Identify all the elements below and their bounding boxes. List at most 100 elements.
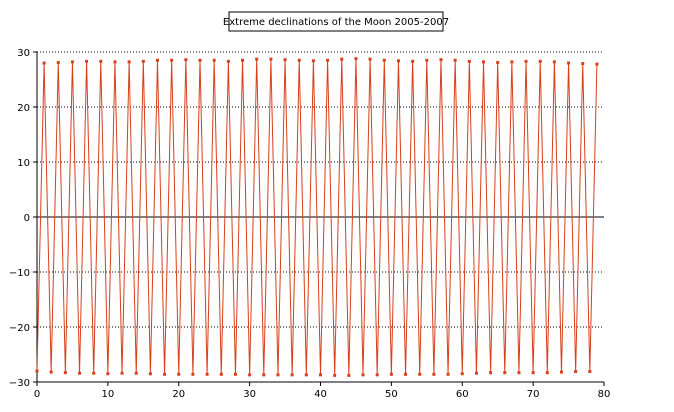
data-point <box>56 60 60 64</box>
data-point <box>382 58 386 62</box>
x-tick-label: 20 <box>172 389 185 400</box>
y-tick-label: 30 <box>17 48 30 59</box>
data-point <box>567 61 571 65</box>
data-point <box>177 372 181 376</box>
data-point <box>241 58 245 62</box>
data-point <box>198 58 202 62</box>
data-point <box>396 59 400 63</box>
y-tick-label: 10 <box>17 158 30 169</box>
data-point <box>340 57 344 61</box>
data-point <box>155 58 159 62</box>
data-point <box>474 371 478 375</box>
x-tick-label: 50 <box>385 389 398 400</box>
data-point <box>467 59 471 63</box>
data-point <box>311 59 315 63</box>
x-tick-label: 0 <box>34 389 40 400</box>
data-point <box>49 370 53 374</box>
data-point <box>545 371 549 375</box>
data-point <box>326 58 330 62</box>
data-point <box>411 59 415 63</box>
tick-labels: −30 −20 −10 0 10 20 30 0 10 20 30 40 50 60 70 80 <box>9 48 610 400</box>
data-point <box>304 373 308 377</box>
x-tick-label: 10 <box>102 389 115 400</box>
chart-title-box: Extreme declinations of the Moon 2005-20… <box>223 11 449 32</box>
data-point <box>205 372 209 376</box>
data-point <box>552 60 556 64</box>
data-point <box>297 58 301 62</box>
data-point <box>595 62 599 66</box>
x-tick-label: 40 <box>314 389 327 400</box>
data-point <box>460 372 464 376</box>
data-point <box>226 59 230 63</box>
axes <box>33 51 605 386</box>
data-point <box>531 371 535 375</box>
data-point <box>510 60 514 64</box>
data-point <box>489 371 493 375</box>
data-point <box>78 371 82 375</box>
data-point <box>347 373 351 377</box>
data-point <box>141 59 145 63</box>
y-tick-label: −30 <box>9 378 30 389</box>
data-point <box>375 373 379 377</box>
y-tick-label: −20 <box>9 323 30 334</box>
data-point <box>212 58 216 62</box>
data-point <box>63 371 67 375</box>
data-point <box>354 57 358 61</box>
x-tick-label: 60 <box>456 389 469 400</box>
data-point <box>333 373 337 377</box>
y-tick-label: 0 <box>24 213 30 224</box>
data-point <box>276 373 280 377</box>
data-point <box>588 370 592 374</box>
data-point <box>255 57 259 61</box>
y-tick-label: −10 <box>9 268 30 279</box>
data-point <box>425 58 429 62</box>
data-point <box>404 372 408 376</box>
data-point <box>446 372 450 376</box>
data-point <box>219 372 223 376</box>
data-point <box>319 373 322 377</box>
data-point <box>106 372 110 376</box>
chart-title: Extreme declinations of the Moon 2005-20… <box>223 17 449 28</box>
data-point <box>269 57 273 61</box>
data-point <box>283 58 287 62</box>
data-point <box>368 57 372 61</box>
data-point <box>42 61 46 65</box>
data-point <box>361 373 365 377</box>
data-point <box>262 373 266 377</box>
data-point <box>482 60 486 64</box>
y-tick-label: 20 <box>17 103 30 114</box>
data-point <box>538 59 542 63</box>
data-point <box>70 60 74 64</box>
x-tick-label: 80 <box>598 389 611 400</box>
data-point <box>432 372 436 376</box>
data-point <box>418 372 422 376</box>
data-point <box>496 60 500 64</box>
data-point <box>35 369 39 373</box>
x-tick-label: 30 <box>243 389 256 400</box>
data-point <box>148 372 152 376</box>
data-point <box>127 60 131 64</box>
data-point <box>99 59 103 63</box>
data-point <box>248 373 252 377</box>
data-point <box>574 370 578 374</box>
data-point <box>92 371 96 375</box>
data-point <box>113 60 117 64</box>
data-point <box>503 371 507 375</box>
data-point <box>290 373 294 377</box>
data-point <box>581 62 585 66</box>
data-point <box>184 58 188 62</box>
data-point <box>389 372 393 376</box>
data-point <box>163 372 167 376</box>
series-declination <box>35 57 599 377</box>
x-tick-label: 70 <box>527 389 540 400</box>
data-point <box>439 58 443 62</box>
series-line <box>36 58 598 376</box>
data-point <box>233 372 237 376</box>
data-point <box>85 59 89 63</box>
chart-title-frame <box>228 11 444 32</box>
data-point <box>517 371 521 375</box>
data-point <box>170 58 174 62</box>
data-point <box>559 370 563 374</box>
data-point <box>191 372 195 376</box>
